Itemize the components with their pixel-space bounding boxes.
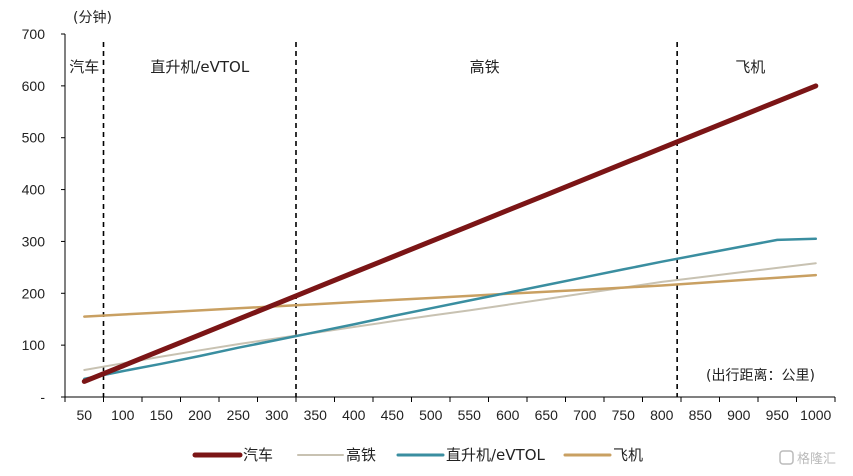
legend-label: 汽车 <box>243 446 273 464</box>
y-tick-label: 200 <box>22 285 46 301</box>
series-line <box>83 262 817 371</box>
x-tick-label: 350 <box>304 407 328 423</box>
y-unit-label: (分钟) <box>73 9 112 26</box>
x-tick-label: 550 <box>458 407 482 423</box>
axes: - 100 200 300 400 500 600 700 50 100 150 200 250 300 3… <box>22 26 836 423</box>
y-tick-label: 500 <box>22 130 46 146</box>
y-tick-label: 300 <box>22 233 46 249</box>
x-tick-label: 950 <box>766 407 790 423</box>
x-tick-label: 100 <box>111 407 135 423</box>
x-tick-label: 200 <box>188 407 212 423</box>
series-lines <box>81 83 819 384</box>
x-tick-label: 300 <box>265 407 289 423</box>
y-tick-label: - <box>40 389 45 405</box>
legend-label: 飞机 <box>613 446 643 464</box>
y-tick-label: 400 <box>22 182 46 198</box>
legend-label: 高铁 <box>346 446 376 464</box>
legend-label: 直升机/eVTOL <box>446 446 546 464</box>
x-tick-label: 450 <box>381 407 405 423</box>
x-tick-label: 650 <box>535 407 559 423</box>
x-tick-label: 700 <box>573 407 597 423</box>
legend: 汽车 高铁 直升机/eVTOL 飞机 <box>192 446 643 464</box>
x-tick-label: 900 <box>727 407 751 423</box>
x-tick-label: 500 <box>419 407 443 423</box>
zone-dividers <box>102 42 678 397</box>
x-tick-label: 50 <box>76 407 92 423</box>
zone-label: 飞机 <box>735 58 765 76</box>
zone-label: 高铁 <box>470 58 500 76</box>
x-unit-label: (出行距离：公里) <box>706 367 815 384</box>
series-line <box>83 273 818 318</box>
x-tick-label: 250 <box>227 407 251 423</box>
x-tick-label: 850 <box>689 407 713 423</box>
zone-label: 汽车 <box>69 58 99 76</box>
y-tick-label: 700 <box>22 26 46 42</box>
x-tick-label: 750 <box>612 407 636 423</box>
zone-labels: 汽车 直升机/eVTOL 高铁 飞机 <box>69 58 765 76</box>
x-tick-label: 1000 <box>800 407 831 423</box>
watermark: 格隆汇 <box>779 450 836 467</box>
series-line <box>83 237 818 381</box>
series-line <box>81 83 819 384</box>
x-tick-label: 400 <box>342 407 366 423</box>
y-tick-label: 600 <box>22 78 46 94</box>
watermark-text: 格隆汇 <box>797 451 836 467</box>
x-tick-label: 600 <box>496 407 520 423</box>
x-tick-label: 150 <box>150 407 174 423</box>
y-tick-label: 100 <box>22 337 46 353</box>
watermark-logo-icon <box>779 450 794 465</box>
x-tick-label: 800 <box>650 407 674 423</box>
zone-label: 直升机/eVTOL <box>150 58 250 76</box>
